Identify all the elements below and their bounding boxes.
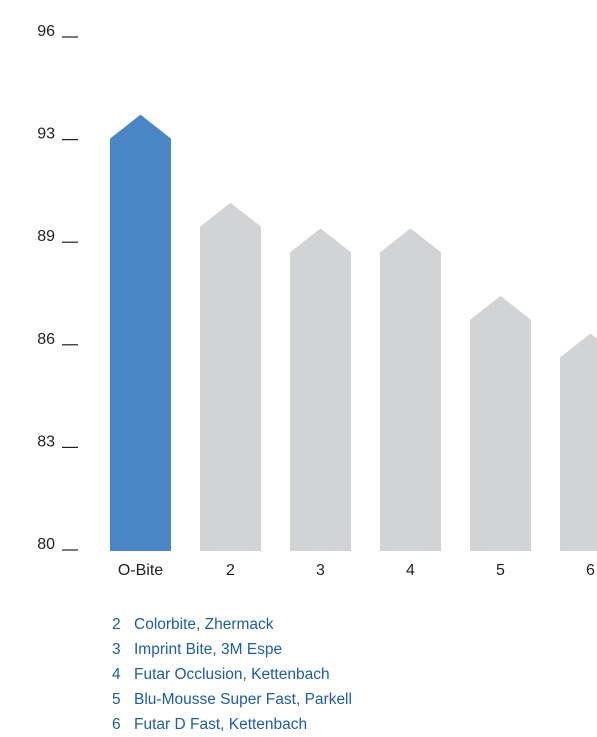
legend-item: 4 Futar Occlusion, Kettenbach xyxy=(112,662,352,687)
legend-item: 6 Futar D Fast, Kettenbach xyxy=(112,712,352,737)
bar-3 xyxy=(290,228,351,551)
legend-item: 2 Colorbite, Zhermack xyxy=(112,612,352,637)
legend-item-label: Imprint Bite, 3M Espe xyxy=(134,641,283,658)
bar-5 xyxy=(470,295,531,551)
x-category-label: O-Bite xyxy=(118,562,163,579)
y-tick-label: 96 xyxy=(37,23,55,40)
y-tick-label: 86 xyxy=(37,331,55,348)
bar-o-bite xyxy=(110,114,171,551)
bar-4 xyxy=(380,228,441,551)
bar-2 xyxy=(200,202,261,551)
legend-item-number: 2 xyxy=(112,616,121,633)
x-category-label: 4 xyxy=(406,562,415,579)
legend-item-number: 5 xyxy=(112,691,121,708)
y-tick-label: 80 xyxy=(37,536,55,553)
x-category-label: 3 xyxy=(316,562,325,579)
x-category-label: 2 xyxy=(226,562,235,579)
legend-item: 5 Blu-Mousse Super Fast, Parkell xyxy=(112,687,352,712)
legend-item-label: Futar D Fast, Kettenbach xyxy=(134,716,308,733)
legend-item: 3 Imprint Bite, 3M Espe xyxy=(112,637,352,662)
y-tick-label: 89 xyxy=(37,228,55,245)
legend-item-label: Blu-Mousse Super Fast, Parkell xyxy=(134,691,352,708)
legend-item-label: Futar Occlusion, Kettenbach xyxy=(134,666,330,683)
y-tick-label: 93 xyxy=(37,126,55,143)
legend-item-number: 3 xyxy=(112,641,121,658)
y-tick-label: 83 xyxy=(37,433,55,450)
legend: 2 Colorbite, Zhermack 3 Imprint Bite, 3M Es… xyxy=(112,612,352,737)
legend-item-number: 6 xyxy=(112,716,121,733)
x-category-label: 6 xyxy=(586,562,595,579)
x-category-label: 5 xyxy=(496,562,505,579)
bar-6 xyxy=(560,333,597,551)
legend-item-label: Colorbite, Zhermack xyxy=(134,616,274,633)
bar-chart: 96 93 89 86 83 80 O-Bite 2 3 4 5 6 xyxy=(37,23,597,579)
legend-item-number: 4 xyxy=(112,666,121,683)
